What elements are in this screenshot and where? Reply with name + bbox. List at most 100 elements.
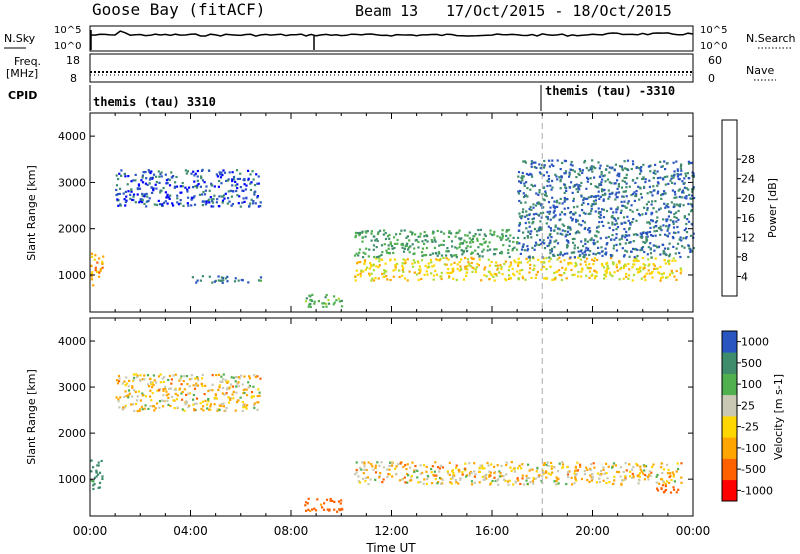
power-cell-5-93 (421, 251, 424, 254)
power-cell-4-250 (545, 256, 548, 260)
power-cell-4-14 (625, 275, 628, 278)
power-ytick-0: 1000 (58, 269, 86, 282)
power-cell-6-442 (532, 217, 535, 220)
velocity-cell-1-301 (242, 388, 245, 392)
power-cell-6-557 (564, 213, 567, 216)
velocity-cell-1-293 (130, 403, 133, 406)
power-cell-6-195 (556, 205, 559, 208)
power-cell-4-382 (579, 263, 582, 266)
power-cell-4-358 (603, 266, 606, 269)
power-cell-6-682 (679, 164, 683, 168)
velocity-cell-3-263 (374, 464, 377, 467)
power-cell-4-258 (585, 257, 589, 260)
velocity-cell-3-131 (631, 468, 634, 471)
power-cell-4-295 (511, 267, 514, 270)
power-cell-6-383 (523, 160, 526, 163)
power-cell-5-90 (370, 230, 373, 233)
power-cell-1-3 (190, 204, 193, 207)
velocity-cell-3-429 (616, 470, 619, 473)
power-cell-6-213 (605, 236, 608, 239)
velocity-cell-1-215 (196, 377, 199, 380)
power-cell-6-939 (564, 235, 567, 238)
power-cell-6-764 (691, 190, 694, 194)
velocity-cell-3-30 (558, 462, 561, 465)
velocity-cell-1-192 (254, 375, 257, 379)
velocity-cell-1-275 (125, 382, 129, 385)
power-cell-6-509 (589, 238, 592, 242)
power-cell-1-309 (165, 179, 168, 182)
velocity-cell-1-202 (190, 377, 193, 380)
power-cell-4-0 (480, 279, 483, 282)
power-cell-4-205 (354, 279, 357, 282)
power-cell-6-971 (521, 211, 524, 214)
power-cell-4-381 (521, 268, 524, 272)
power-cell-5-50 (357, 254, 360, 257)
velocity-cell-3-210 (518, 464, 521, 467)
power-cell-6-266 (579, 250, 583, 253)
power-cell-6-131 (524, 221, 527, 225)
velocity-ytick-2: 3000 (58, 381, 86, 394)
velocity-cell-3-262 (410, 476, 413, 479)
power-cell-6-216 (615, 236, 618, 239)
velocity-cell-3-432 (591, 475, 594, 478)
power-cell-1-13 (130, 190, 133, 193)
power-cell-5-216 (445, 250, 448, 253)
power-cell-4-55 (637, 259, 640, 262)
velocity-cell-3-410 (667, 468, 670, 472)
power-cell-6-154 (567, 241, 570, 244)
power-cell-6-220 (632, 240, 635, 243)
power-cell-1-106 (196, 175, 199, 178)
power-cell-6-741 (639, 235, 642, 238)
power-cell-6-524 (583, 254, 586, 257)
power-cell-6-874 (656, 181, 660, 184)
power-cell-4-19 (591, 258, 594, 261)
velocity-cell-2-31 (314, 509, 318, 512)
power-cell-5-95 (493, 248, 496, 251)
velocity-cell-3-337 (585, 466, 588, 469)
power-cell-4-432 (383, 270, 387, 273)
power-cell-6-956 (531, 218, 534, 221)
velocity-cell-1-253 (215, 374, 218, 377)
power-cell-6-641 (593, 176, 596, 179)
power-cell-6-895 (612, 229, 615, 232)
power-cell-1-169 (252, 178, 255, 181)
velocity-cell-1-81 (218, 404, 221, 407)
power-cell-5-81 (445, 254, 448, 257)
power-cell-1-274 (188, 186, 191, 189)
power-cell-4-370 (645, 272, 648, 275)
power-cell-6-887 (522, 231, 525, 234)
power-cell-6-998 (633, 248, 637, 251)
power-cell-0-12 (94, 266, 97, 269)
velocity-cell-1-231 (222, 378, 225, 381)
velocity-cell-3-246 (510, 469, 513, 472)
velocity-cell-3-42 (447, 472, 450, 475)
velocity-cell-3-375 (628, 463, 631, 466)
power-cell-6-960 (594, 185, 597, 188)
power-cell-6-838 (529, 232, 532, 235)
power-cell-1-287 (140, 179, 143, 182)
power-cell-6-326 (577, 250, 580, 253)
velocity-cell-3-346 (464, 467, 467, 470)
power-cell-1-183 (220, 195, 223, 198)
power-cell-1-91 (197, 182, 200, 186)
power-cell-6-385 (578, 223, 581, 226)
power-cell-4-322 (474, 270, 478, 274)
power-cell-5-5 (476, 237, 479, 240)
power-cell-4-213 (667, 260, 670, 263)
power-cell-6-92 (635, 193, 638, 196)
power-cell-6-948 (561, 229, 564, 232)
power-cell-6-381 (624, 249, 627, 252)
power-cell-6-286 (683, 246, 686, 249)
power-cell-4-52 (453, 261, 456, 264)
power-cell-6-441 (597, 231, 600, 234)
power-cell-5-48 (373, 255, 376, 259)
power-cell-0-17 (96, 261, 99, 264)
velocity-cell-3-215 (566, 475, 570, 478)
power-cell-2-18 (241, 279, 244, 282)
power-cell-6-793 (529, 172, 532, 175)
velocity-cell-1-302 (200, 382, 203, 385)
velocity-cell-2-1 (339, 502, 342, 505)
velocity-cell-3-406 (595, 481, 598, 484)
power-cell-1-281 (219, 176, 222, 179)
power-cell-6-165 (650, 219, 653, 222)
